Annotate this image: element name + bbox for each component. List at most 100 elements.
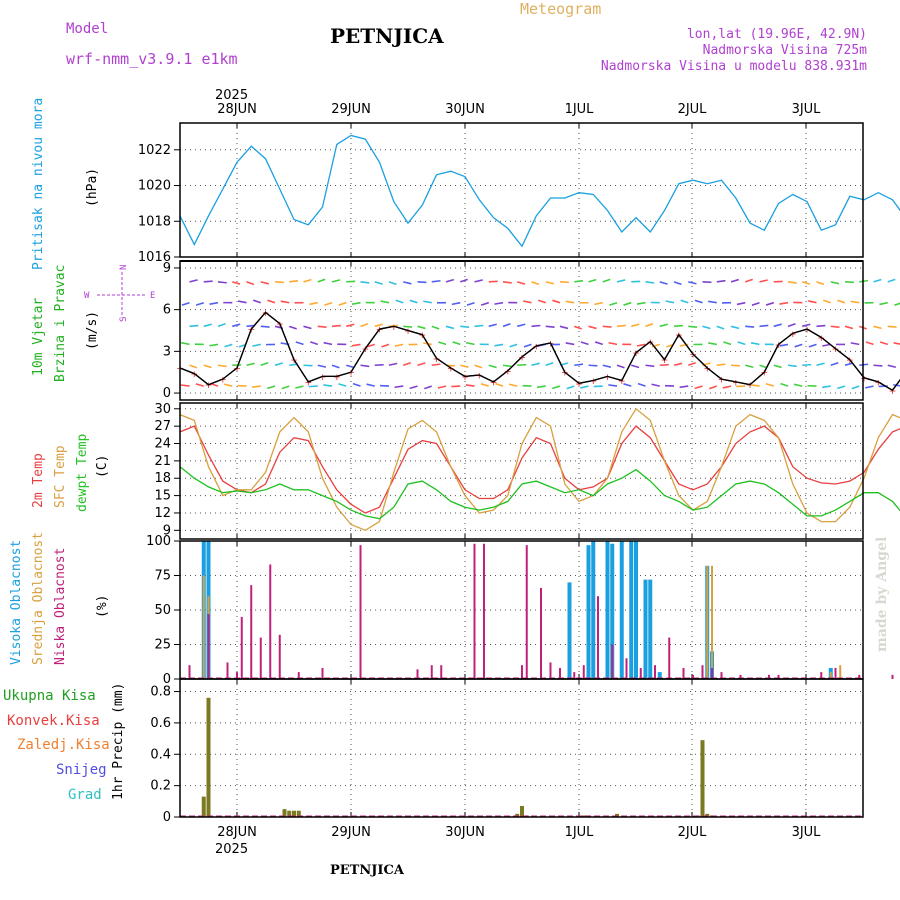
bar-niska-oblacnost [430, 665, 433, 679]
wind-arrow [794, 343, 803, 348]
wind-arrow [308, 385, 318, 388]
bar-niska-oblacnost [654, 665, 656, 679]
wind-arrow [323, 384, 333, 387]
wind-arrow [394, 385, 404, 389]
wind-arrow [502, 323, 511, 328]
wind-arrow [865, 341, 874, 346]
wind-arrow [816, 324, 826, 328]
wind-arrow [522, 300, 532, 304]
bar-niska-oblacnost [240, 616, 243, 679]
wind-arrow [351, 343, 361, 347]
wind-arrow [189, 364, 198, 369]
ytick-label: 9 [163, 523, 171, 538]
wind-arrow [523, 343, 532, 348]
wind-arrow [488, 364, 497, 369]
bar-niska-oblacnost [573, 672, 576, 679]
wind-arrow [708, 300, 717, 304]
wind-arrow [346, 323, 355, 328]
wind-arrow [360, 281, 370, 284]
bottom-date-tick: 2JUL [678, 825, 708, 840]
bar-ukupna-kisa [581, 815, 586, 817]
bar-niska-oblacnost [692, 674, 694, 679]
wind-arrow [351, 301, 361, 305]
series-line-2m-temp [179, 425, 900, 514]
wind-arrow [466, 301, 475, 306]
wind-arrow [517, 323, 526, 328]
wind-arrow [417, 362, 426, 367]
bar-srednja-oblacnost [829, 672, 832, 679]
wind-arrow [730, 364, 740, 367]
wind-arrow [260, 281, 270, 285]
ytick-label: 0 [163, 810, 171, 825]
wind-arrow [366, 383, 375, 387]
wind-arrow [445, 278, 455, 283]
wind-arrow [609, 301, 618, 306]
wind-arrow [565, 342, 575, 346]
bar-niska-oblacnost [720, 672, 723, 679]
ytick-label: 50 [154, 603, 171, 618]
wind-arrow [274, 281, 284, 284]
wind-arrow [816, 281, 825, 286]
wind-arrow [223, 383, 233, 387]
ytick-label: 18 [154, 471, 171, 486]
wind-ylabel-1: 10m Vjetar [31, 298, 46, 376]
wind-arrow [573, 325, 582, 330]
wind-arrow [360, 323, 369, 328]
wind-arrow [394, 343, 404, 347]
wind-arrow [180, 384, 190, 387]
wind-arrow [688, 325, 698, 329]
bar-niska-oblacnost [525, 545, 528, 679]
ytick-label: 9 [163, 261, 171, 276]
legend-grad: Grad [68, 787, 102, 803]
wind-arrow [374, 323, 383, 328]
bottom-date-tick: 3JUL [792, 825, 822, 840]
wind-arrow [580, 385, 589, 389]
wind-arrow [437, 385, 447, 389]
lonlat-label: lon,lat (19.96E, 42.9N) [687, 27, 867, 42]
wind-arrow [431, 325, 440, 330]
bar-visoka-oblacnost [648, 579, 653, 679]
ytick-label: 75 [154, 569, 171, 584]
wind-arrow [802, 323, 811, 328]
legend-frozen-precip: Zaledj.Kisa [17, 737, 110, 753]
bar-niska-oblacnost [891, 674, 894, 679]
sfc-temp-ylabel: SFC Temp [53, 445, 68, 508]
wind-arrow [545, 325, 555, 328]
wind-arrow [281, 385, 290, 390]
wind-arrow [850, 300, 860, 304]
wind-arrow [203, 364, 212, 369]
bar-niska-oblacnost [820, 672, 823, 679]
wind-arrow [274, 362, 283, 367]
wind-arrow [837, 299, 846, 304]
bar-ukupna-kisa [296, 810, 301, 817]
wind-arrow [509, 343, 518, 348]
wind-arrow [217, 323, 226, 328]
bar-niska-oblacnost [611, 644, 614, 679]
wind-arrow [565, 300, 575, 304]
wind-arrow [502, 281, 512, 284]
wind-direction-legend: W E N S [84, 265, 155, 322]
low-cloud-ylabel: Niska Oblacnost [53, 548, 68, 665]
wind-arrow [417, 281, 427, 284]
wind-arrow [665, 300, 675, 304]
wind-arrow [409, 385, 418, 390]
wind-arrow [645, 323, 654, 328]
wind-arrow [787, 323, 796, 328]
wind-arrow [474, 279, 483, 283]
panel-frame [179, 402, 864, 540]
bottom-date-tick: 30JUN [445, 825, 485, 840]
panel-frame [179, 678, 864, 818]
wind-arrow [802, 363, 812, 367]
wind-arrow [531, 281, 540, 286]
wind-arrow [765, 383, 774, 387]
ytick-label: 3 [163, 344, 171, 359]
wind-arrow [460, 364, 469, 368]
wind-arrow [536, 385, 546, 389]
cloud-unit: (%) [95, 595, 110, 618]
wind-arrow [759, 279, 768, 283]
ytick-label: 100 [146, 534, 171, 549]
wind-arrow [451, 301, 461, 306]
ytick-label: 0.4 [150, 747, 171, 762]
wind-arrow [851, 385, 860, 390]
wind-arrow [873, 364, 883, 367]
